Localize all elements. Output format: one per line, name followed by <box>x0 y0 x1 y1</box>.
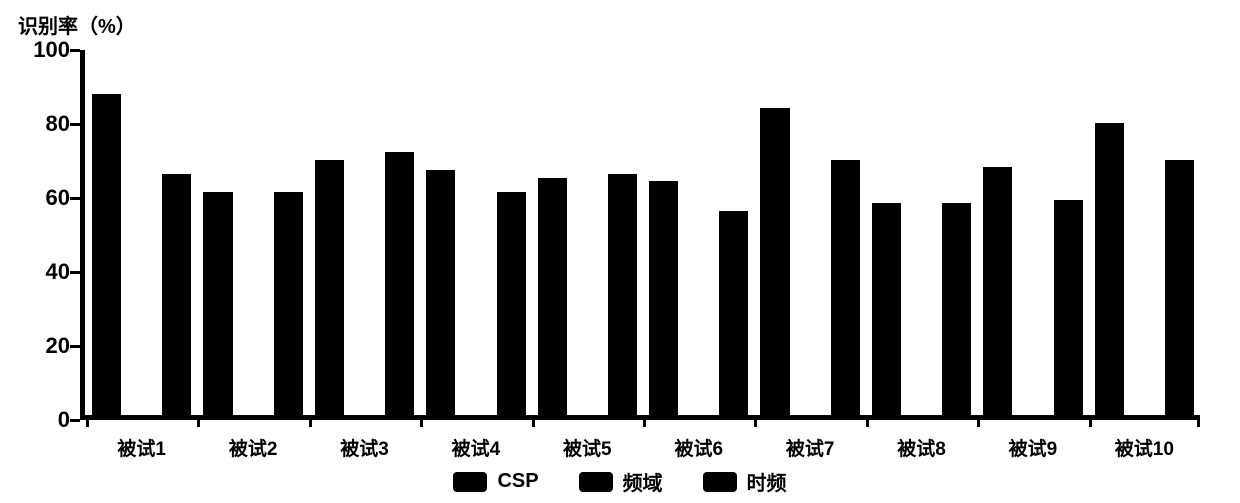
bar-group <box>977 50 1088 415</box>
legend-item: 频域 <box>579 467 663 496</box>
bar <box>274 192 303 415</box>
legend-label: CSP <box>497 470 538 493</box>
bar-group <box>197 50 308 415</box>
bar <box>608 174 637 415</box>
y-axis-title: 识别率（%） <box>18 10 136 39</box>
bar <box>385 152 414 415</box>
x-tick-line <box>1089 415 1092 427</box>
x-tick-label: 被试2 <box>203 434 303 461</box>
y-tick-line <box>70 419 80 422</box>
x-tick-label: 被试8 <box>872 434 972 461</box>
x-tick-label: 被试3 <box>315 434 415 461</box>
bar-group <box>309 50 420 415</box>
y-tick-label: 0 <box>25 407 70 433</box>
x-tick-label: 被试6 <box>649 434 749 461</box>
bar <box>983 167 1012 415</box>
bar-group-inner <box>1095 50 1194 415</box>
y-tick-line <box>70 271 80 274</box>
bar-group <box>420 50 531 415</box>
legend-label: 时频 <box>747 467 787 496</box>
x-tick-label: 被试5 <box>537 434 637 461</box>
bar-group <box>754 50 865 415</box>
bar-group <box>1089 50 1200 415</box>
bar <box>162 174 191 415</box>
x-axis-line <box>80 415 1200 420</box>
bar <box>649 181 678 415</box>
x-tick-line <box>420 415 423 427</box>
bar <box>426 170 455 415</box>
bar-group <box>86 50 197 415</box>
y-tick-label: 20 <box>25 333 70 359</box>
x-tick-line <box>532 415 535 427</box>
recognition-rate-chart: 识别率（%） 020406080100 CSP频域时频 被试1被试2被试3被试4… <box>0 0 1240 503</box>
bar-group-inner <box>760 50 859 415</box>
y-tick-label: 60 <box>25 185 70 211</box>
x-tick-line <box>754 415 757 427</box>
legend-swatch <box>703 472 737 492</box>
bar-group-inner <box>92 50 191 415</box>
x-tick-line <box>643 415 646 427</box>
y-axis-line <box>80 50 85 420</box>
y-tick-line <box>70 123 80 126</box>
y-tick-line <box>70 345 80 348</box>
legend-swatch <box>453 472 487 492</box>
bar <box>872 203 901 415</box>
x-tick-line <box>977 415 980 427</box>
bar <box>719 211 748 415</box>
bar <box>1054 200 1083 415</box>
x-tick-label: 被试10 <box>1094 434 1194 461</box>
bar-group <box>866 50 977 415</box>
bar <box>203 192 232 415</box>
bar <box>92 94 121 415</box>
x-tick-line <box>1197 415 1200 427</box>
bar-group <box>532 50 643 415</box>
bar <box>1095 123 1124 415</box>
bar-groups <box>86 50 1200 415</box>
bar-group-inner <box>983 50 1082 415</box>
y-tick-label: 100 <box>25 37 70 63</box>
legend-item: CSP <box>453 470 538 493</box>
bar-group-inner <box>649 50 748 415</box>
bar-group-inner <box>203 50 302 415</box>
x-tick-label: 被试9 <box>983 434 1083 461</box>
y-tick-line <box>70 197 80 200</box>
legend-item: 时频 <box>703 467 787 496</box>
bar <box>1165 160 1194 416</box>
x-tick-line <box>197 415 200 427</box>
x-tick-line <box>866 415 869 427</box>
x-tick-label: 被试7 <box>760 434 860 461</box>
plot-area: 020406080100 <box>80 50 1200 420</box>
y-tick-line <box>70 49 80 52</box>
bar <box>538 178 567 415</box>
bar-group-inner <box>538 50 637 415</box>
bar-group-inner <box>872 50 971 415</box>
y-tick-label: 80 <box>25 111 70 137</box>
x-tick-label: 被试1 <box>92 434 192 461</box>
bar <box>315 160 344 416</box>
bar-group <box>643 50 754 415</box>
bar <box>942 203 971 415</box>
legend-swatch <box>579 472 613 492</box>
bar <box>831 160 860 416</box>
x-tick-label: 被试4 <box>426 434 526 461</box>
bar-group-inner <box>426 50 525 415</box>
x-tick-line <box>86 415 89 427</box>
x-tick-line <box>309 415 312 427</box>
y-tick-label: 40 <box>25 259 70 285</box>
bar <box>497 192 526 415</box>
legend-label: 频域 <box>623 467 663 496</box>
bar <box>760 108 789 415</box>
bar-group-inner <box>315 50 414 415</box>
chart-legend: CSP 频域 时频 <box>0 467 1240 496</box>
